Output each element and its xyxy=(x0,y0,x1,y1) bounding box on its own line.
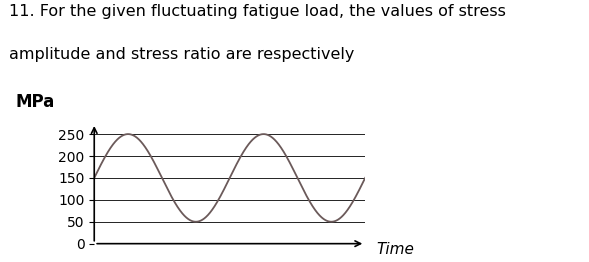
Text: amplitude and stress ratio are respectively: amplitude and stress ratio are respectiv… xyxy=(9,47,354,62)
Text: Time: Time xyxy=(376,242,414,257)
Text: MPa: MPa xyxy=(15,93,54,111)
Text: 11. For the given fluctuating fatigue load, the values of stress: 11. For the given fluctuating fatigue lo… xyxy=(9,4,506,19)
